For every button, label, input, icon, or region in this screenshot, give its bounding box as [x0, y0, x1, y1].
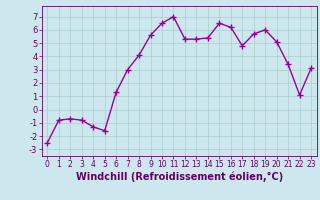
- X-axis label: Windchill (Refroidissement éolien,°C): Windchill (Refroidissement éolien,°C): [76, 172, 283, 182]
